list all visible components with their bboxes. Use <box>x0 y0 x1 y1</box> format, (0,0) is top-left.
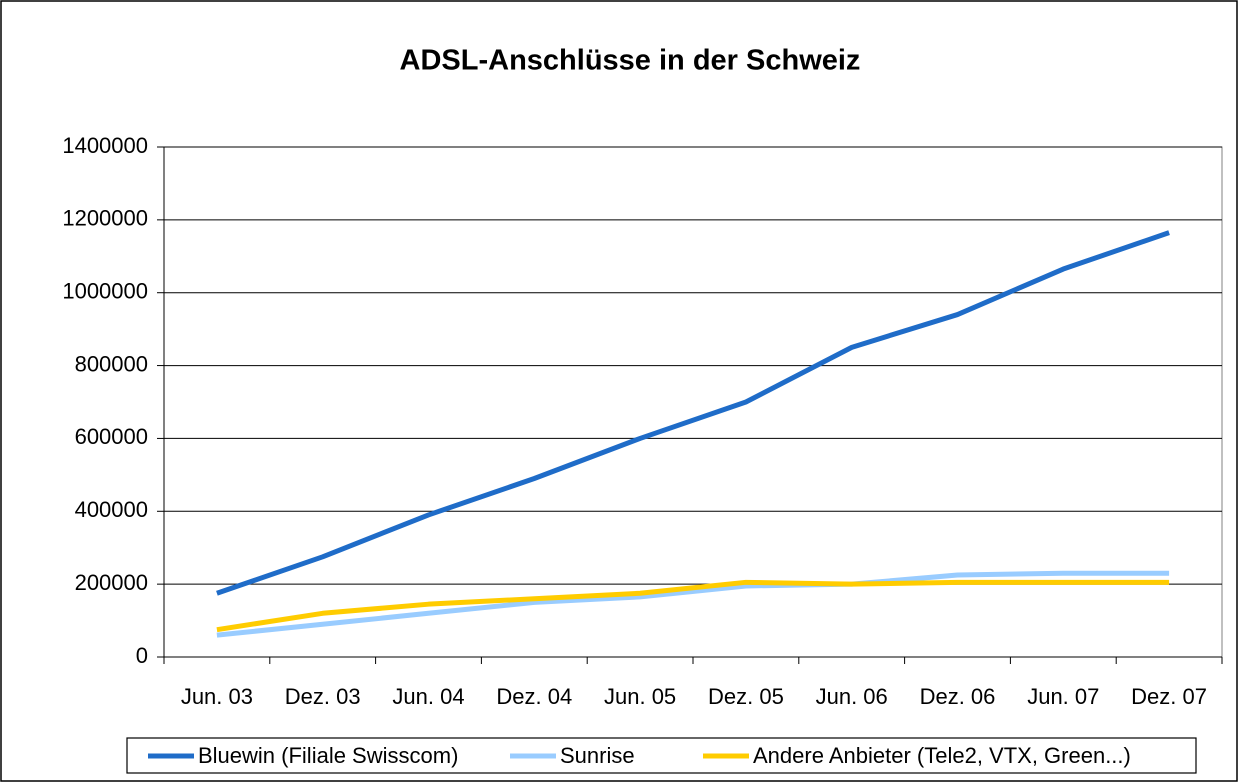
x-tick-label: Dez. 04 <box>496 684 572 709</box>
y-tick-label: 400000 <box>75 497 148 522</box>
x-tick-label: Jun. 04 <box>392 684 464 709</box>
y-tick-label: 1400000 <box>62 133 148 158</box>
y-tick-label: 800000 <box>75 351 148 376</box>
x-tick-label: Dez. 05 <box>708 684 784 709</box>
chart-title: ADSL-Anschlüsse in der Schweiz <box>400 45 861 77</box>
legend-box <box>126 737 1197 774</box>
y-tick-label: 0 <box>136 643 148 668</box>
y-tick-label: 200000 <box>75 570 148 595</box>
series-line <box>216 579 1170 633</box>
series-line <box>216 570 1170 638</box>
y-tick-label: 600000 <box>75 424 148 449</box>
legend-label: Sunrise <box>560 743 635 768</box>
series-line <box>216 230 1170 596</box>
x-tick-label: Jun. 06 <box>816 684 888 709</box>
x-tick-label: Dez. 07 <box>1131 684 1207 709</box>
x-tick-label: Dez. 06 <box>920 684 996 709</box>
x-tick-label: Jun. 07 <box>1027 684 1099 709</box>
legend-label: Bluewin (Filiale Swisscom) <box>198 743 458 768</box>
y-tick-label: 1000000 <box>62 279 148 304</box>
x-tick-label: Jun. 05 <box>604 684 676 709</box>
legend-label: Andere Anbieter (Tele2, VTX, Green...) <box>753 743 1131 768</box>
y-tick-label: 1200000 <box>62 206 148 231</box>
x-tick-label: Jun. 03 <box>181 684 253 709</box>
x-tick-label: Dez. 03 <box>285 684 361 709</box>
